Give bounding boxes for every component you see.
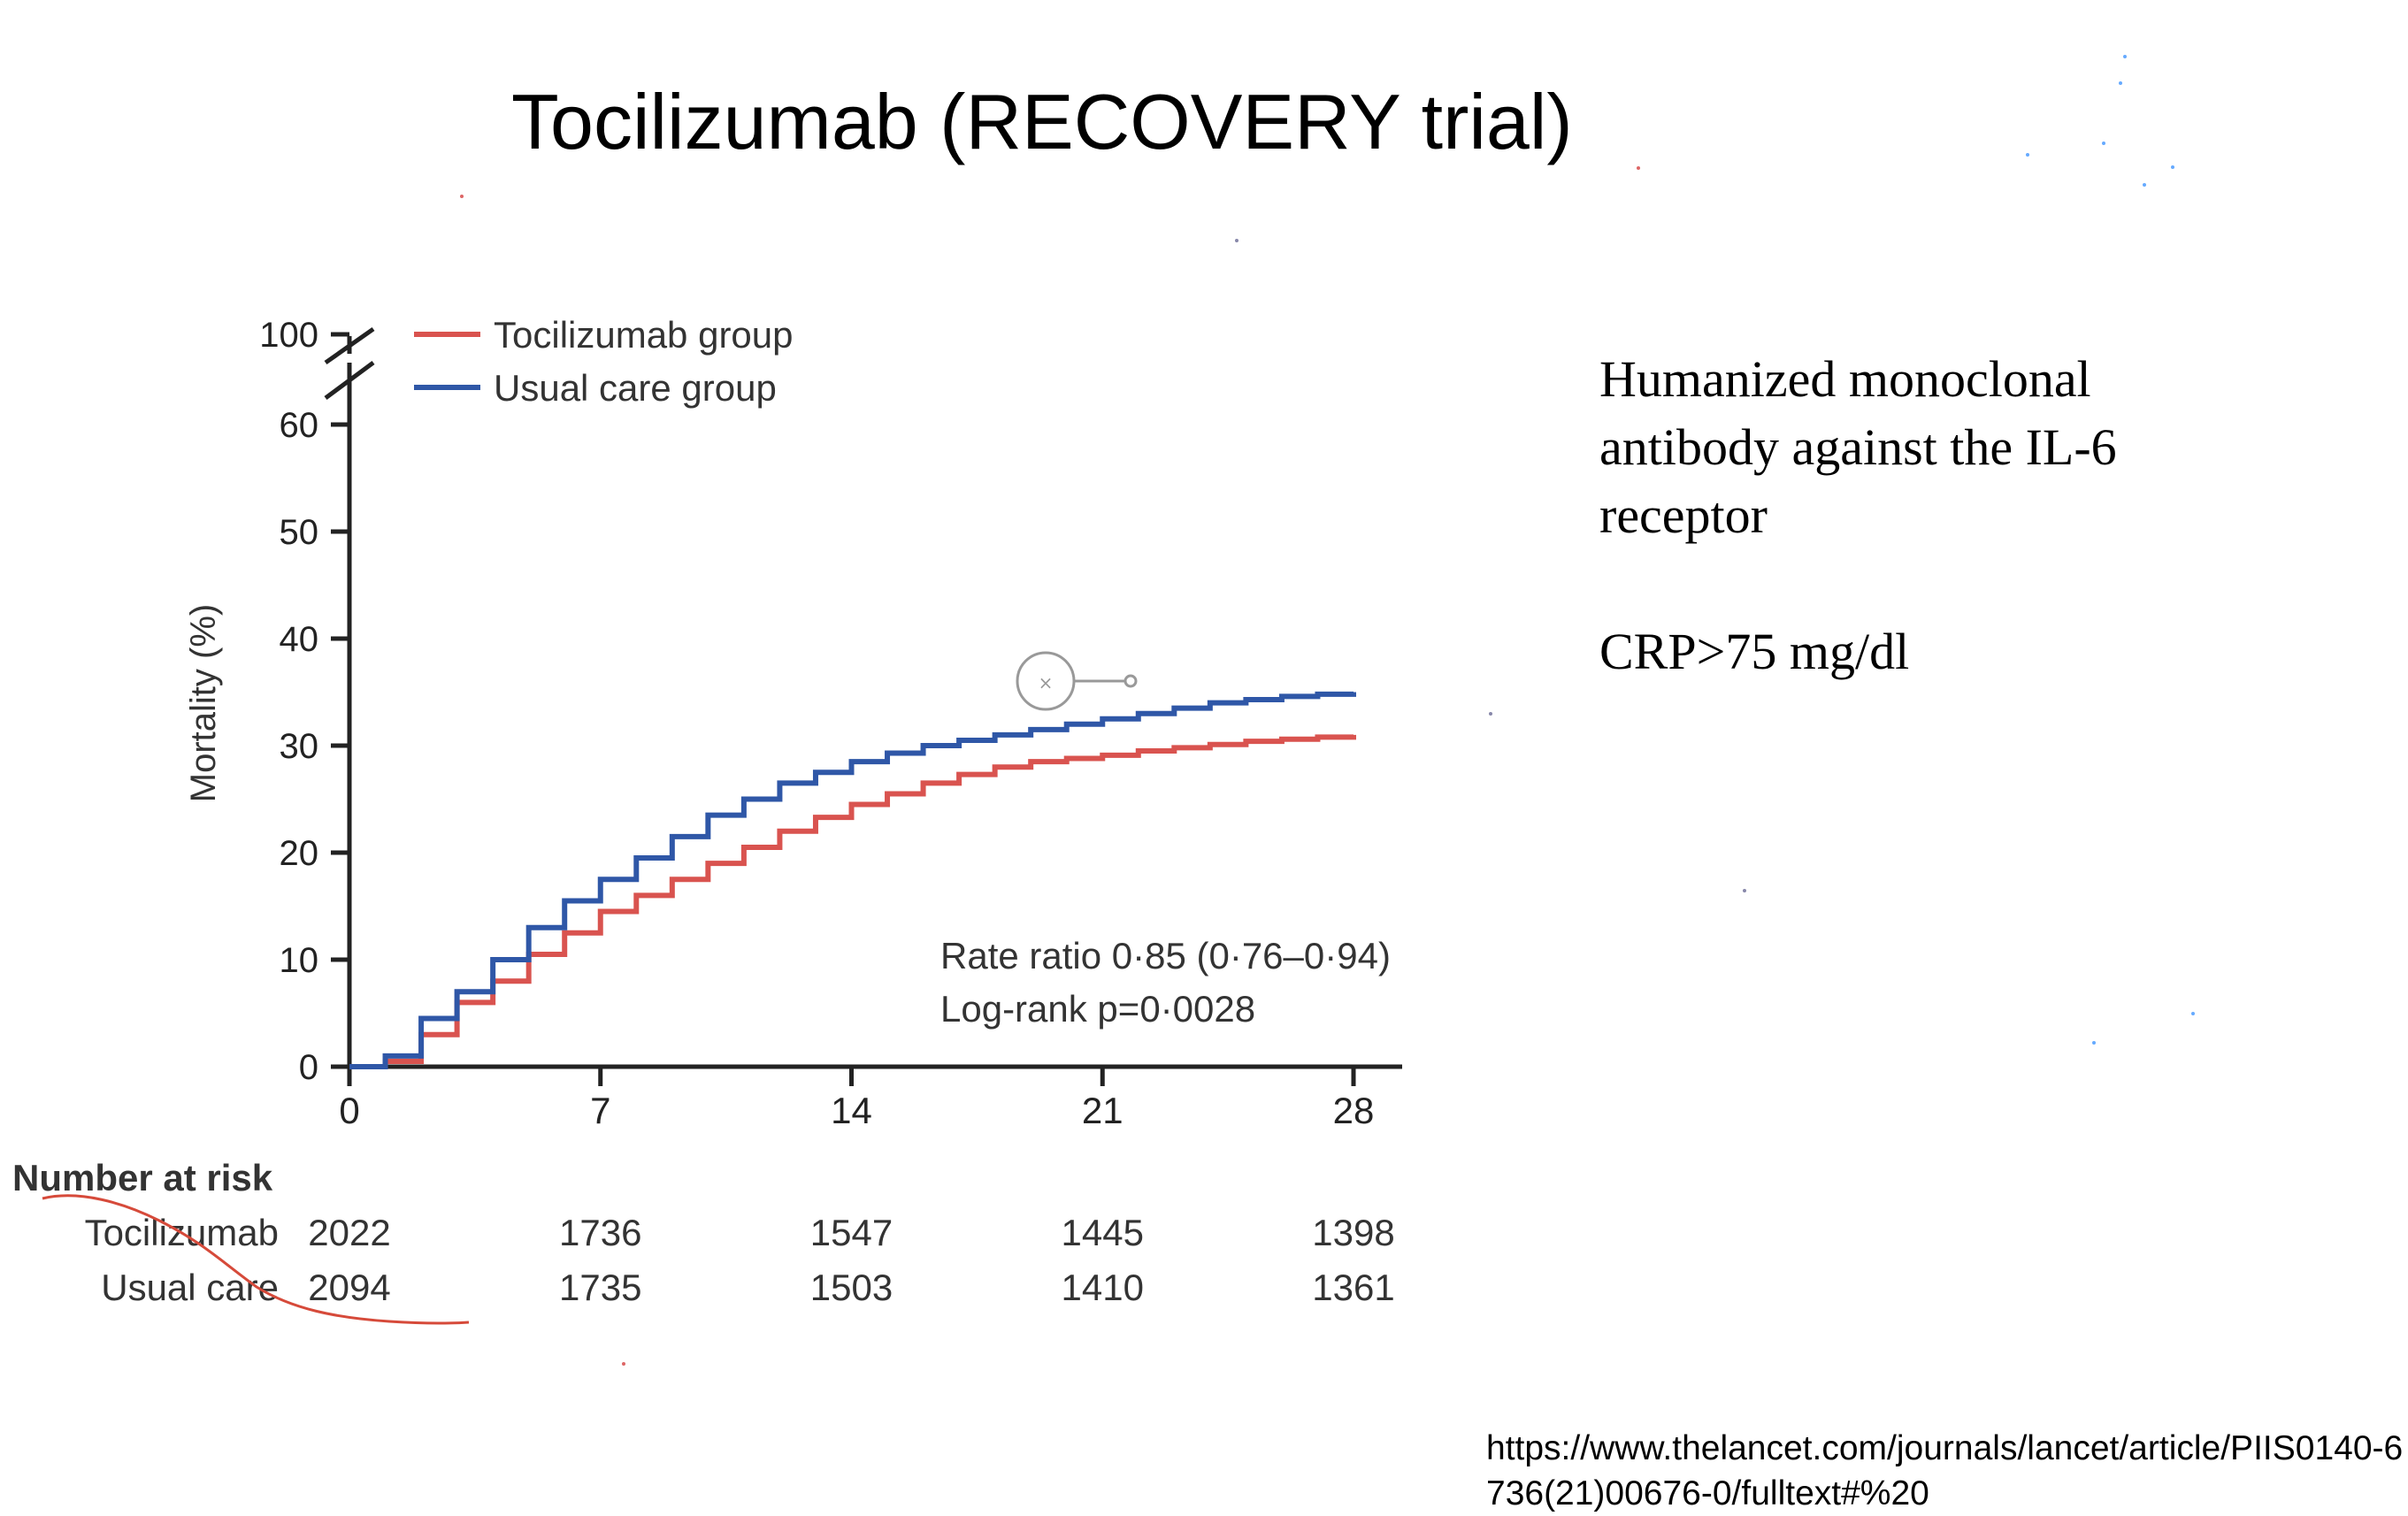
risk-value: 1410 — [1062, 1267, 1144, 1308]
stray-dot — [2119, 81, 2122, 85]
risk-value: 2022 — [308, 1212, 390, 1253]
crp-criterion: CRP>75 mg/dl — [1599, 623, 1910, 680]
y-tick-label: 0 — [299, 1048, 318, 1087]
risk-value: 2094 — [308, 1267, 390, 1308]
number-at-risk-title: Number at risk — [12, 1157, 273, 1198]
y-tick-label: 50 — [280, 513, 319, 552]
series-group — [349, 691, 1356, 1069]
y-tick-label: 40 — [280, 620, 319, 659]
stray-dot — [1743, 889, 1746, 892]
stray-dot — [1637, 166, 1640, 170]
stray-dot — [622, 1362, 625, 1366]
drug-description: Humanized monoclonal antibody against th… — [1599, 345, 2272, 685]
series-line-tocilizumab — [349, 734, 1356, 1069]
slide-title: Tocilizumab (RECOVERY trial) — [511, 78, 1573, 165]
stray-dot — [2092, 1041, 2096, 1045]
risk-values: 2022 1736 1547 1445 1398 2094 1735 1503 1410 1361 — [308, 1212, 1394, 1308]
x-ticks: 0 7 14 21 28 — [339, 1067, 1374, 1131]
y-tick-label: 10 — [280, 941, 319, 980]
y-axis-label: Mortality (%) — [184, 604, 223, 802]
stray-dot — [1489, 712, 1492, 716]
risk-value: 1361 — [1312, 1267, 1394, 1308]
axis-break-mark-2 — [324, 360, 375, 401]
x-tick-label: 0 — [339, 1090, 359, 1131]
stray-dot — [2123, 55, 2127, 58]
risk-value: 1736 — [559, 1212, 641, 1253]
x-tick-label: 14 — [831, 1090, 872, 1131]
risk-value: 1735 — [559, 1267, 641, 1308]
series-line-usual-care — [349, 691, 1356, 1069]
x-tick-label: 7 — [590, 1090, 610, 1131]
legend-label-usual-care: Usual care group — [494, 367, 777, 409]
risk-value: 1503 — [810, 1267, 893, 1308]
y-ticks: 0 10 20 30 40 50 60 — [280, 406, 349, 1087]
handwritten-underline — [42, 1194, 470, 1325]
rate-ratio-annotation: Rate ratio 0·85 (0·76–0·94) — [940, 935, 1391, 976]
source-url: https://www.thelancet.com/journals/lance… — [1486, 1429, 2404, 1512]
description-line-1: Humanized monoclonal — [1599, 350, 2091, 408]
y-tick-label: 30 — [280, 727, 319, 766]
y-tick-label: 60 — [280, 406, 319, 445]
x-tick-label: 21 — [1082, 1090, 1123, 1131]
stray-dot — [1235, 239, 1239, 242]
legend-label-tocilizumab: Tocilizumab group — [494, 314, 794, 356]
axis-break-mark-1 — [324, 326, 375, 365]
x-tick-label: 28 — [1333, 1090, 1375, 1131]
stray-dot — [2026, 153, 2029, 157]
risk-value: 1445 — [1062, 1212, 1144, 1253]
stray-dot — [2191, 1012, 2195, 1015]
cursor-endpoint-icon — [1123, 674, 1138, 688]
description-line-3: receptor — [1599, 486, 1768, 544]
stray-dot — [460, 195, 464, 198]
logrank-annotation: Log-rank p=0·0028 — [940, 988, 1255, 1030]
description-line-2: antibody against the IL-6 — [1599, 418, 2117, 476]
risk-value: 1398 — [1312, 1212, 1394, 1253]
y-break-label: 100 — [259, 316, 318, 355]
stray-dot — [2171, 165, 2174, 169]
risk-row-label-usual-care: Usual care — [101, 1267, 279, 1308]
cursor-close-icon: × — [1039, 672, 1054, 693]
risk-value: 1547 — [810, 1212, 893, 1253]
y-tick-label: 20 — [280, 834, 319, 873]
stray-dot — [2102, 142, 2105, 145]
stray-dot — [2143, 183, 2146, 187]
